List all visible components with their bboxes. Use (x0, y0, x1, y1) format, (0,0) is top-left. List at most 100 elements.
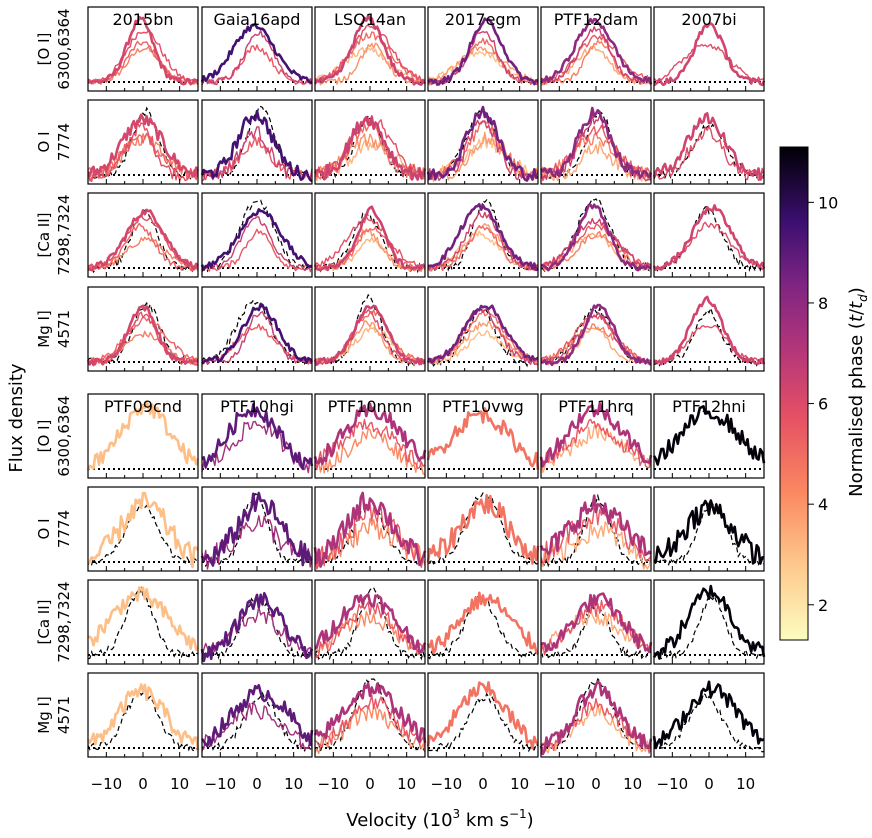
comparison-line (201, 691, 313, 752)
panel-title: PTF10nmn (328, 397, 413, 416)
comparison-line (201, 493, 313, 568)
panel (426, 286, 539, 372)
row-label: [O I] 6300,6364 (35, 395, 73, 476)
panel-title: 2015bn (112, 10, 173, 29)
panel-title: PTF10hgi (220, 397, 294, 416)
spectrum-line (313, 205, 426, 272)
panel (201, 286, 314, 372)
panel-frame (653, 6, 765, 92)
panel-title: PTF10vwg (442, 397, 524, 416)
panel-frame (653, 99, 765, 185)
spectrum-line (313, 491, 427, 568)
x-tick-label: 10 (397, 775, 416, 793)
panel-frame (87, 393, 199, 479)
panel-frame (653, 192, 765, 278)
panel (539, 672, 653, 758)
panel-frame (87, 486, 199, 572)
panel-frame (87, 286, 199, 372)
row-label: [O I] 6300,6364 (35, 8, 73, 89)
panel-frame (314, 393, 426, 479)
panel (87, 579, 199, 665)
panel-frame (653, 672, 765, 758)
row-label-line: O I (35, 132, 53, 153)
spectrum-line (200, 684, 314, 747)
spectrum-line (652, 112, 765, 181)
row-label: [Ca II] 7298,7324 (35, 194, 73, 275)
panel-frame (314, 486, 426, 572)
panel-frame (87, 672, 199, 758)
spectrum-line (314, 427, 426, 476)
panel (653, 486, 765, 572)
spectrum-line (314, 42, 426, 86)
panel-frame (540, 393, 652, 479)
panel (539, 99, 653, 185)
x-tick-label: −10 (91, 775, 123, 793)
x-tick-label: 0 (252, 775, 262, 793)
colorbar-tick-label: 6 (818, 395, 828, 414)
spectrum-line (540, 39, 652, 86)
spectrum-line (426, 494, 540, 565)
spectrum-line (540, 217, 652, 269)
comparison-line (201, 199, 313, 273)
panel-frame (427, 99, 539, 185)
spectrum-line (540, 114, 652, 181)
panel (200, 192, 313, 278)
panel: PTF10vwg (426, 393, 540, 479)
spectrum-line (87, 491, 200, 569)
spectrum-line (201, 228, 313, 272)
spectrum-line (540, 519, 652, 570)
spectrum-line (427, 136, 539, 180)
panel-frame (201, 286, 313, 372)
panel (653, 286, 766, 372)
panel (313, 99, 427, 185)
spectrum-line (427, 225, 539, 272)
panel (87, 486, 200, 572)
panel (652, 672, 765, 758)
panel (313, 486, 427, 572)
spectrum-line (540, 203, 652, 272)
spectrum-line (540, 26, 652, 86)
panel-frame (87, 6, 199, 92)
panel-title: 2007bi (681, 10, 736, 29)
panel-frame (540, 6, 652, 92)
spectrum-line (426, 681, 539, 750)
spectrum-line (653, 295, 766, 366)
panel: PTF10nmn (313, 393, 427, 479)
panel: PTF12hni (652, 393, 766, 479)
row-label: [Ca II] 7298,7324 (35, 581, 73, 662)
panel: PTF10hgi (201, 393, 314, 479)
spectrum-line (88, 208, 199, 272)
row-label-line: 4571 (55, 696, 73, 734)
spectrum-line (427, 203, 539, 272)
panel (652, 99, 765, 185)
row-label-line: Mg I] (35, 696, 53, 734)
x-tick-label: 10 (170, 775, 189, 793)
spectrum-line (427, 330, 539, 366)
panel (426, 672, 539, 758)
panel-frame (314, 192, 426, 278)
y-axis-label: Flux density (6, 363, 27, 472)
spectrum-line (427, 309, 539, 365)
x-tick-label: 10 (623, 775, 642, 793)
panel-title: 2017egm (445, 10, 521, 29)
spectrum-line (314, 517, 426, 569)
colorbar-ticks: 2 4 6 8 10 (808, 193, 838, 615)
x-tick-label: −10 (657, 775, 689, 793)
panel (200, 579, 314, 665)
panel-frame (540, 99, 652, 185)
panel: 2007bi (653, 6, 766, 92)
spectrum-line (86, 304, 199, 367)
spectrum-line (87, 311, 199, 366)
spectrum-line (201, 606, 313, 660)
comparison-line (314, 504, 426, 567)
spectrum-line (87, 15, 199, 86)
panel-frame (314, 99, 426, 185)
spectrum-line (201, 29, 313, 86)
panel-frame (314, 672, 426, 758)
colorbar: 2 4 6 8 10 Normalised phase (t/td) (779, 146, 870, 641)
panel-frame (540, 192, 652, 278)
panel-frame (427, 286, 539, 372)
comparison-line (427, 198, 539, 274)
x-tick-label: 0 (365, 775, 375, 793)
